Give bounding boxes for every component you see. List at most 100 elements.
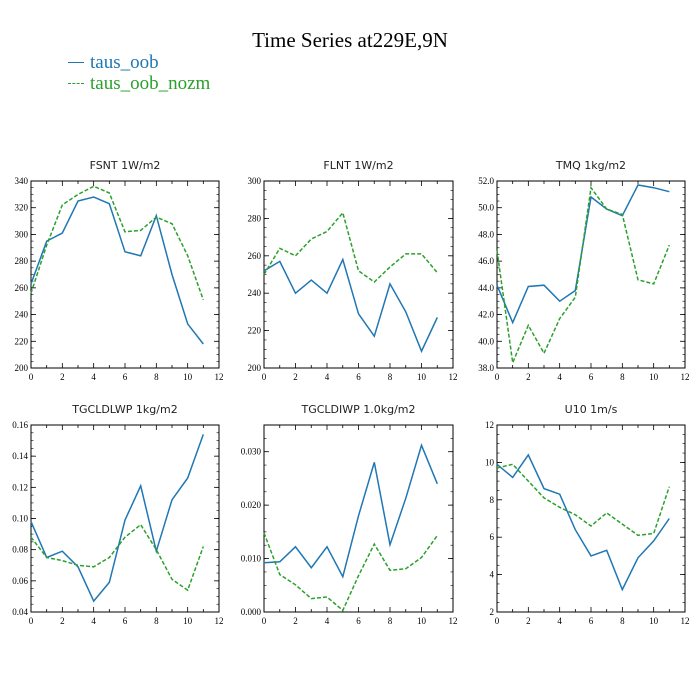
y-tick-label: 48.0 xyxy=(478,229,494,239)
series-line-1 xyxy=(263,211,438,283)
x-tick-label: 10 xyxy=(649,372,659,382)
y-tick-label: 40.0 xyxy=(478,336,494,346)
y-tick-label: 240 xyxy=(248,288,262,298)
series-line-0 xyxy=(30,196,204,345)
y-tick-label: 0.08 xyxy=(12,545,28,555)
series-line-1 xyxy=(496,185,670,366)
y-tick-label: 0.010 xyxy=(241,554,262,564)
x-tick-label: 10 xyxy=(417,372,427,382)
plot-frame xyxy=(263,180,454,369)
legend-line-1 xyxy=(68,83,84,84)
x-tick-label: 4 xyxy=(557,372,562,382)
x-tick-label: 0 xyxy=(495,616,500,626)
y-tick-label: 0.030 xyxy=(241,447,262,457)
x-tick-label: 12 xyxy=(449,616,458,626)
chart-title: TMQ 1kg/m2 xyxy=(555,159,626,172)
y-tick-label: 50.0 xyxy=(478,203,494,213)
y-tick-label: 260 xyxy=(15,283,29,293)
y-tick-label: 0.16 xyxy=(12,420,28,430)
y-tick-label: 240 xyxy=(15,310,29,320)
y-tick-label: 280 xyxy=(248,213,262,223)
x-tick-label: 12 xyxy=(215,616,224,626)
x-tick-label: 6 xyxy=(356,616,361,626)
x-tick-label: 0 xyxy=(262,372,267,382)
plot-frame xyxy=(496,424,686,613)
x-tick-label: 4 xyxy=(91,372,96,382)
y-tick-label: 0.04 xyxy=(12,607,28,617)
x-tick-label: 8 xyxy=(388,616,393,626)
x-tick-label: 10 xyxy=(183,372,193,382)
x-tick-label: 10 xyxy=(649,616,659,626)
series-line-1 xyxy=(30,185,205,301)
y-tick-label: 280 xyxy=(15,256,29,266)
plot-frame xyxy=(496,180,686,369)
y-tick-label: 0.10 xyxy=(12,514,28,524)
x-tick-label: 0 xyxy=(495,372,500,382)
y-tick-label: 260 xyxy=(248,251,262,261)
series-line-0 xyxy=(263,257,438,354)
y-tick-label: 12 xyxy=(485,420,494,430)
legend-item-1: taus_oob_nozm xyxy=(68,73,210,94)
x-tick-label: 2 xyxy=(293,372,298,382)
x-tick-label: 8 xyxy=(388,372,393,382)
chart-4: TGCLDIWP 1.0kg/m2 0 2 4 6 8 10 12 0.000 0.010 0.02… xyxy=(241,403,458,626)
x-tick-label: 12 xyxy=(449,372,458,382)
x-tick-label: 4 xyxy=(557,616,562,626)
x-tick-label: 8 xyxy=(154,372,159,382)
y-tick-label: 0.020 xyxy=(241,500,262,510)
series-line-1 xyxy=(263,532,438,612)
chart-title: U10 1m/s xyxy=(565,403,618,416)
x-tick-label: 6 xyxy=(589,616,594,626)
x-tick-label: 4 xyxy=(91,616,96,626)
x-tick-label: 2 xyxy=(293,616,298,626)
y-tick-label: 220 xyxy=(248,326,262,336)
chart-2: TMQ 1kg/m2 0 2 4 6 8 10 12 38.0 40.0 42.0 44.0 46.0 4… xyxy=(478,159,689,382)
y-tick-label: 200 xyxy=(248,363,262,373)
x-tick-label: 12 xyxy=(215,372,224,382)
x-tick-label: 4 xyxy=(325,616,330,626)
x-tick-label: 6 xyxy=(123,372,128,382)
x-tick-label: 0 xyxy=(262,616,267,626)
x-tick-label: 2 xyxy=(526,372,531,382)
x-tick-label: 6 xyxy=(123,616,128,626)
x-tick-label: 0 xyxy=(29,372,34,382)
y-tick-label: 42.0 xyxy=(478,310,494,320)
chart-0: FSNT 1W/m2 0 2 4 6 8 10 12 200 220 240 260 280 300 320… xyxy=(15,159,224,382)
series-line-1 xyxy=(496,463,671,537)
chart-title: FSNT 1W/m2 xyxy=(90,159,161,172)
chart-title: TGCLDIWP 1.0kg/m2 xyxy=(300,403,415,416)
x-tick-label: 10 xyxy=(183,616,193,626)
y-tick-label: 0.12 xyxy=(12,482,28,492)
y-tick-label: 10 xyxy=(485,457,495,467)
y-tick-label: 0.06 xyxy=(12,576,28,586)
chart-3: TGCLDLWP 1kg/m2 0 2 4 6 8 10 12 0.04 0.06 0.08 0.10… xyxy=(12,403,223,626)
x-tick-label: 2 xyxy=(526,616,531,626)
series-line-0 xyxy=(30,434,205,603)
x-tick-label: 4 xyxy=(325,372,330,382)
y-tick-label: 220 xyxy=(15,336,29,346)
x-tick-label: 10 xyxy=(417,616,427,626)
x-tick-label: 6 xyxy=(356,372,361,382)
y-tick-label: 300 xyxy=(15,229,29,239)
y-tick-label: 0.000 xyxy=(241,607,262,617)
legend-item-0: taus_oob xyxy=(68,52,210,73)
series-line-1 xyxy=(30,523,205,592)
legend-line-0 xyxy=(68,62,84,63)
x-tick-label: 2 xyxy=(60,616,65,626)
y-tick-label: 46.0 xyxy=(478,256,494,266)
y-tick-label: 6 xyxy=(490,532,495,542)
y-tick-label: 52.0 xyxy=(478,176,494,186)
x-tick-label: 8 xyxy=(154,616,159,626)
plot-frame xyxy=(30,180,220,369)
y-tick-label: 8 xyxy=(490,495,495,505)
y-tick-label: 300 xyxy=(248,176,262,186)
x-tick-label: 12 xyxy=(681,616,690,626)
y-tick-label: 200 xyxy=(15,363,29,373)
legend-label-0: taus_oob xyxy=(90,51,159,73)
page-title: Time Series at229E,9N xyxy=(252,28,448,52)
y-tick-label: 44.0 xyxy=(478,283,494,293)
y-tick-label: 0.14 xyxy=(12,451,28,461)
x-tick-label: 6 xyxy=(589,372,594,382)
